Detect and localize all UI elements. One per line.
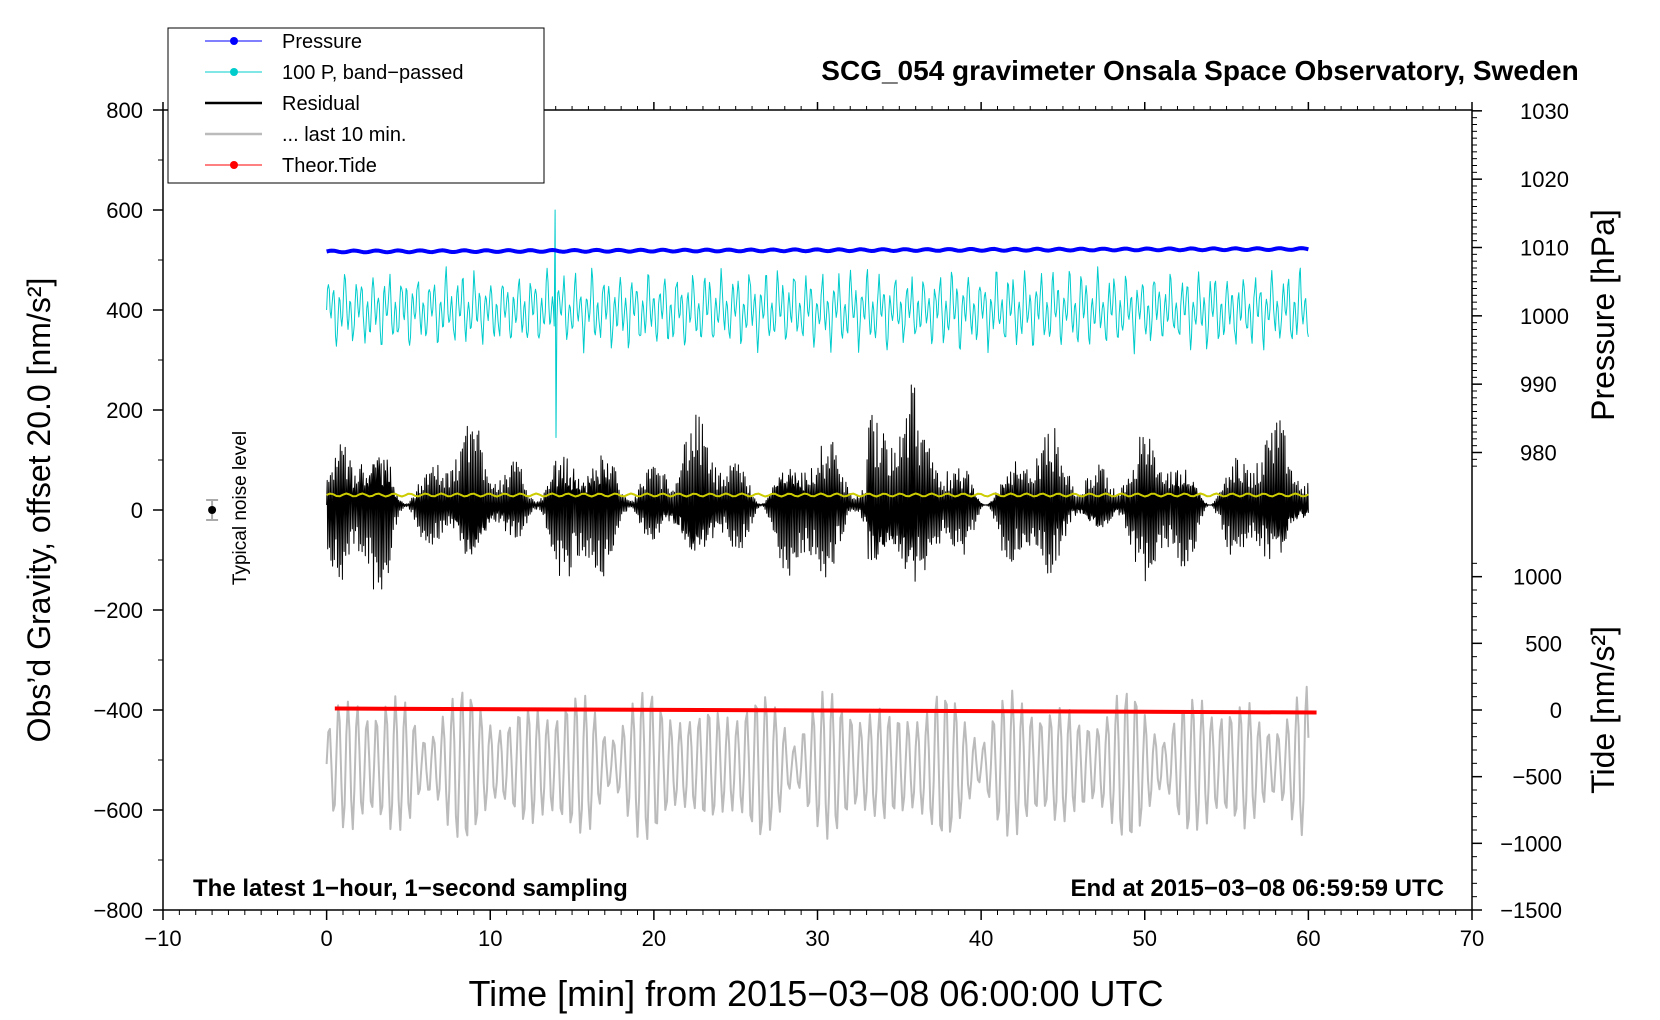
x-tick-label: 30 <box>805 926 829 951</box>
tide-tick-label: −1500 <box>1500 898 1562 923</box>
y-tick-label: 400 <box>106 298 143 323</box>
x-tick-label: 50 <box>1133 926 1157 951</box>
y-tick-label: 200 <box>106 398 143 423</box>
y-axis-title-tide: Tide [nm/s²] <box>1585 626 1621 794</box>
y-tick-label: −400 <box>93 698 143 723</box>
y-axis-tide: 1000 500 0 −500 −1000 −1500 <box>1472 562 1562 923</box>
x-tick-label: 20 <box>642 926 666 951</box>
tide-tick-label: −500 <box>1512 765 1562 790</box>
x-axis-title: Time [min] from 2015−03−08 06:00:00 UTC <box>468 973 1163 1014</box>
x-tick-label: 70 <box>1460 926 1484 951</box>
x-tick-label: 40 <box>969 926 993 951</box>
y-tick-label: −600 <box>93 798 143 823</box>
y-tick-label: −800 <box>93 898 143 923</box>
x-tick-label: 10 <box>478 926 502 951</box>
legend-label: Pressure <box>282 31 362 53</box>
legend-marker <box>230 68 238 76</box>
y-axis-title-left: Obs’d Gravity, offset 20.0 [nm/s²] <box>21 278 57 743</box>
legend: Pressure 100 P, band−passed Residual ... la… <box>167 27 545 184</box>
x-tick-label: 0 <box>321 926 333 951</box>
x-tick-label: 60 <box>1296 926 1320 951</box>
legend-marker <box>230 161 238 169</box>
annotation-bottom-left: The latest 1−hour, 1−second sampling <box>193 875 628 902</box>
tide-tick-label: 0 <box>1550 698 1562 723</box>
y-axis-title-pressure: Pressure [hPa] <box>1585 209 1621 421</box>
legend-label: 100 P, band−passed <box>282 62 463 84</box>
x-tick-label: −10 <box>144 926 181 951</box>
y-tick-label: 0 <box>131 498 143 523</box>
x-axis: −10 0 10 20 30 40 50 60 70 <box>144 102 1484 951</box>
tide-tick-label: 500 <box>1525 631 1562 656</box>
series-residual <box>326 384 1309 590</box>
legend-label: Residual <box>282 93 360 115</box>
series-band-passed-pressure <box>326 209 1309 438</box>
tide-tick-label: 1000 <box>1513 565 1562 590</box>
series-pressure <box>326 246 1309 255</box>
pressure-tick-label: 1020 <box>1520 167 1569 192</box>
series-residual-smoothed <box>326 492 1309 498</box>
legend-marker <box>230 37 238 45</box>
y-axis-left: 800 600 400 200 0 −200 −400 −600 −800 <box>93 98 163 923</box>
series-last-10-min <box>325 685 1310 840</box>
y-axis-pressure: 1030 1020 1010 1000 990 980 <box>1472 99 1569 467</box>
legend-box <box>167 27 545 184</box>
tide-tick-label: −1000 <box>1500 831 1562 856</box>
legend-label: Theor.Tide <box>282 155 377 177</box>
pressure-tick-label: 990 <box>1520 372 1557 397</box>
series-theor-tide <box>334 706 1317 715</box>
annotation-bottom-right: End at 2015−03−08 06:59:59 UTC <box>1070 875 1444 902</box>
pressure-tick-label: 1000 <box>1520 304 1569 329</box>
pressure-tick-label: 980 <box>1520 441 1557 466</box>
y-tick-label: 800 <box>106 98 143 123</box>
legend-label: ... last 10 min. <box>282 124 407 146</box>
y-tick-label: −200 <box>93 598 143 623</box>
noise-marker-point <box>208 506 217 514</box>
noise-level-label: Typical noise level <box>230 431 251 585</box>
pressure-tick-label: 1010 <box>1520 236 1569 261</box>
series-layer <box>206 209 1317 840</box>
chart-title: SCG_054 gravimeter Onsala Space Observat… <box>821 55 1578 86</box>
pressure-tick-label: 1030 <box>1520 99 1569 124</box>
y-tick-label: 600 <box>106 198 143 223</box>
